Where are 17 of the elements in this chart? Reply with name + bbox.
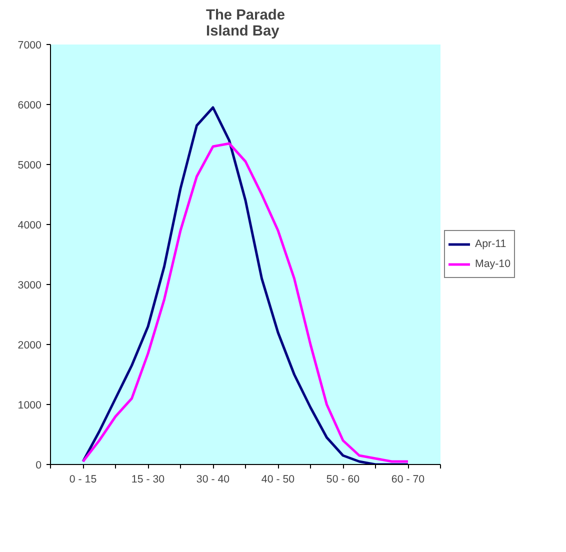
- y-tick-label: 4000: [18, 220, 42, 232]
- x-tick-label: 60 - 70: [391, 474, 425, 486]
- y-tick-label: 0: [36, 460, 42, 472]
- x-tick-label: 15 - 30: [131, 474, 165, 486]
- y-tick-label: 5000: [18, 160, 42, 172]
- legend-label: Apr-11: [475, 238, 506, 250]
- x-tick-label: 30 - 40: [196, 474, 230, 486]
- y-tick-label: 7000: [18, 40, 42, 52]
- chart-title: The Parade Island Bay: [206, 8, 286, 40]
- y-tick-label: 1000: [18, 400, 42, 412]
- y-tick-label: 2000: [18, 340, 42, 352]
- x-tick-label: 50 - 60: [326, 474, 360, 486]
- y-tick-label: 6000: [18, 100, 42, 112]
- legend-label: May-10: [475, 258, 511, 270]
- x-tick-label: 0 - 15: [69, 474, 97, 486]
- y-tick-label: 3000: [18, 280, 42, 292]
- x-tick-label: 40 - 50: [261, 474, 295, 486]
